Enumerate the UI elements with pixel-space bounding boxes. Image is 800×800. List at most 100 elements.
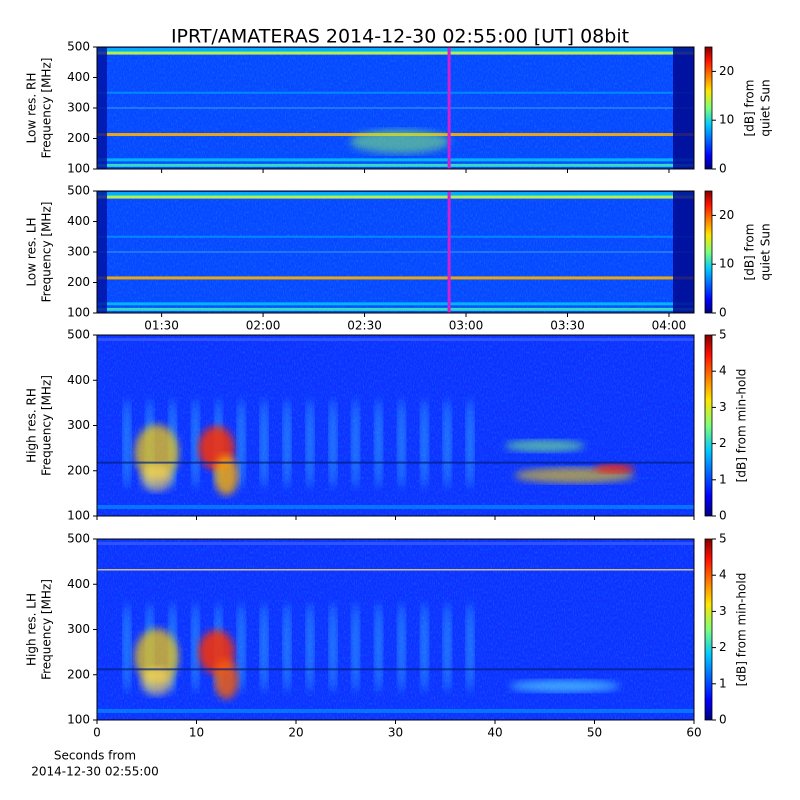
y-tick-label: 400 bbox=[67, 373, 90, 387]
y-tick-label: 200 bbox=[67, 275, 90, 289]
x-tick-label: 02:00 bbox=[246, 319, 281, 333]
colorbar-tick-label: 20 bbox=[719, 208, 734, 222]
colorbar bbox=[704, 46, 713, 170]
colorbar-tick-label: 0 bbox=[719, 306, 727, 320]
colorbar-label: quiet Sun bbox=[759, 79, 773, 136]
x-tick-label: 50 bbox=[587, 726, 602, 740]
colorbar-tick-label: 2 bbox=[719, 436, 727, 450]
dark-column bbox=[673, 47, 694, 169]
colorbar-tick-label: 3 bbox=[719, 604, 727, 618]
x-tick-label: 02:30 bbox=[347, 319, 382, 333]
burst bbox=[351, 398, 360, 489]
x-axis-label: 2014-12-30 02:55:00 bbox=[31, 765, 158, 779]
spectrogram bbox=[97, 335, 694, 516]
spectrogram bbox=[97, 47, 694, 169]
colorbar-tick-label: 20 bbox=[719, 64, 734, 78]
burst bbox=[351, 602, 360, 693]
x-tick-label: 30 bbox=[388, 726, 403, 740]
burst bbox=[237, 398, 246, 489]
x-axis-label: Seconds from bbox=[54, 749, 136, 763]
x-tick-label: 03:00 bbox=[449, 319, 484, 333]
y-tick-label: 200 bbox=[67, 131, 90, 145]
colorbar bbox=[704, 538, 713, 721]
colorbar-tick-label: 1 bbox=[719, 676, 727, 690]
burst bbox=[328, 398, 337, 489]
colorbar-tick-label: 0 bbox=[719, 509, 727, 523]
burst bbox=[122, 398, 131, 489]
y-tick-label: 300 bbox=[67, 622, 90, 636]
x-tick-label: 01:30 bbox=[144, 319, 179, 333]
colorbar-tick-label: 2 bbox=[719, 640, 727, 654]
x-tick-label: 20 bbox=[288, 726, 303, 740]
burst bbox=[466, 398, 475, 489]
colorbar-label: [dB] from min-hold bbox=[735, 573, 749, 687]
y-axis-label: High res. LH bbox=[25, 593, 39, 666]
y-axis-label: Frequency [MHz] bbox=[40, 579, 54, 680]
spectral-band bbox=[97, 251, 694, 253]
y-axis-label: Low res. RH bbox=[25, 73, 39, 144]
spectrogram bbox=[97, 539, 694, 720]
spectral-band bbox=[97, 48, 694, 53]
y-tick-label: 100 bbox=[67, 306, 90, 320]
burst bbox=[374, 398, 383, 489]
y-tick-label: 100 bbox=[67, 713, 90, 727]
dark-column bbox=[673, 191, 694, 313]
dark-column bbox=[97, 191, 107, 313]
burst bbox=[504, 439, 585, 452]
colorbar-tick-label: 4 bbox=[719, 364, 727, 378]
burst bbox=[594, 463, 635, 474]
burst bbox=[260, 602, 269, 693]
spectral-band bbox=[97, 708, 694, 713]
spectral-band bbox=[97, 504, 694, 509]
y-tick-label: 500 bbox=[67, 40, 90, 54]
colorbar bbox=[704, 334, 713, 517]
spectral-band bbox=[97, 107, 694, 109]
colorbar-tick-label: 0 bbox=[719, 713, 727, 727]
y-tick-label: 200 bbox=[67, 463, 90, 477]
colorbar-label: quiet Sun bbox=[759, 223, 773, 280]
colorbar-tick-label: 5 bbox=[719, 532, 727, 546]
y-tick-label: 300 bbox=[67, 418, 90, 432]
y-tick-label: 100 bbox=[67, 509, 90, 523]
burst bbox=[283, 398, 292, 489]
y-axis-label: Frequency [MHz] bbox=[40, 375, 54, 476]
burst bbox=[305, 602, 314, 693]
dark-column bbox=[97, 47, 107, 169]
spectral-band bbox=[97, 338, 694, 342]
colorbar-tick-label: 10 bbox=[719, 113, 734, 127]
spectral-band bbox=[97, 235, 694, 238]
colorbar-tick-label: 0 bbox=[719, 162, 727, 176]
burst bbox=[191, 602, 200, 693]
y-tick-label: 500 bbox=[67, 328, 90, 342]
colorbar-label: [dB] from bbox=[743, 224, 757, 281]
burst bbox=[397, 398, 406, 489]
colorbar bbox=[704, 190, 713, 314]
y-tick-label: 400 bbox=[67, 70, 90, 84]
y-tick-label: 400 bbox=[67, 577, 90, 591]
spectral-band bbox=[97, 461, 694, 464]
spectral-band bbox=[97, 307, 694, 311]
y-axis-label: Low res. LH bbox=[25, 217, 39, 286]
burst bbox=[443, 602, 452, 693]
burst bbox=[420, 398, 429, 489]
burst bbox=[140, 667, 173, 696]
y-axis-label: Frequency [MHz] bbox=[40, 202, 54, 303]
colorbar-tick-label: 5 bbox=[719, 328, 727, 342]
burst bbox=[260, 398, 269, 489]
burst bbox=[443, 398, 452, 489]
burst bbox=[140, 463, 173, 492]
burst bbox=[397, 602, 406, 693]
burst bbox=[237, 602, 246, 693]
colorbar-tick-label: 3 bbox=[719, 400, 727, 414]
x-tick-label: 0 bbox=[93, 726, 101, 740]
chart-title: IPRT/AMATERAS 2014-12-30 02:55:00 [UT] 0… bbox=[171, 26, 629, 48]
spectral-band bbox=[97, 192, 694, 197]
burst bbox=[191, 398, 200, 489]
colorbar-label: [dB] from bbox=[743, 80, 757, 137]
y-tick-label: 500 bbox=[67, 532, 90, 546]
spectral-band bbox=[97, 276, 694, 280]
spectral-band bbox=[97, 668, 694, 671]
burst bbox=[305, 398, 314, 489]
burst bbox=[134, 424, 179, 481]
